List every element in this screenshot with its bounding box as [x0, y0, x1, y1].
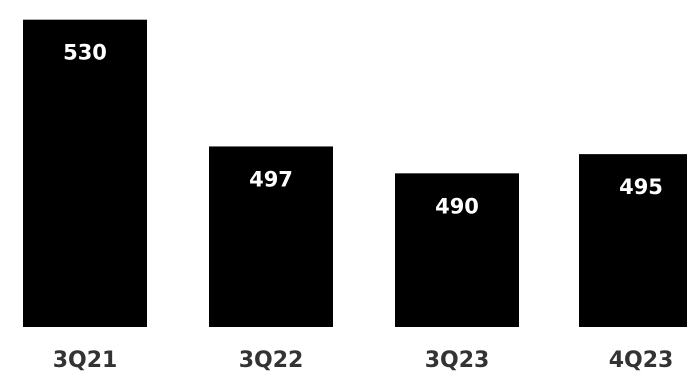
- data-label-3Q23: 490: [435, 194, 479, 218]
- bar-3Q21: [23, 19, 147, 328]
- x-tick-label-4Q23: 4Q23: [609, 348, 674, 373]
- data-label-4Q23: 495: [619, 175, 663, 199]
- x-tick-label-3Q23: 3Q23: [425, 348, 490, 373]
- bar-3Q22: [209, 146, 333, 327]
- bars-group: [23, 19, 687, 328]
- x-tick-label-3Q21: 3Q21: [53, 348, 118, 373]
- x-tick-label-3Q22: 3Q22: [239, 348, 304, 373]
- x-axis-tick-labels: 3Q21 3Q22 3Q23 4Q23: [53, 348, 674, 373]
- bar-3Q23: [395, 173, 519, 327]
- bar-4Q23: [579, 154, 687, 327]
- data-label-3Q22: 497: [249, 167, 293, 191]
- data-label-3Q21: 530: [63, 41, 107, 65]
- data-labels-group: 530 497 490 495: [63, 41, 663, 219]
